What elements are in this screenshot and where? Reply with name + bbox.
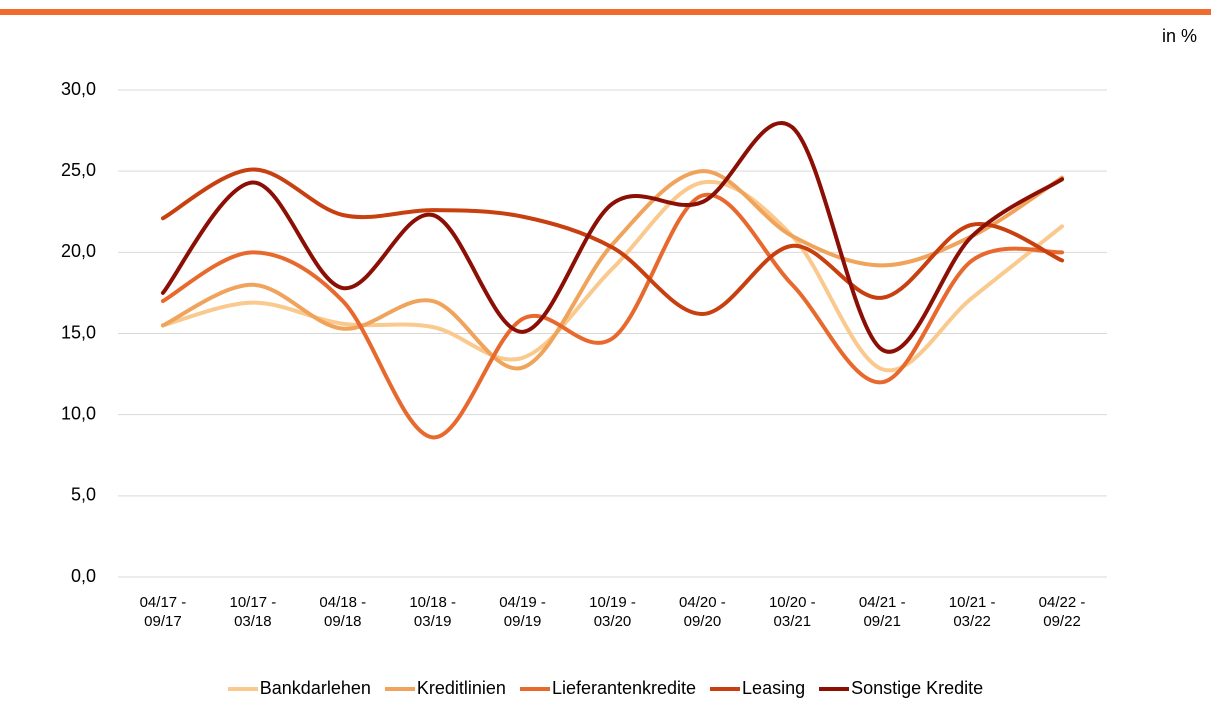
x-tick-label: 10/18 - 03/19 [409,594,457,630]
series-line [160,121,1065,354]
legend: Bankdarlehen Kreditlinien Lieferantenkredi… [0,678,1211,699]
x-tick-label: 04/18 - 09/18 [319,594,367,630]
y-tick-label: 25,0 [61,160,96,180]
x-tick-label: 04/21 - 09/21 [858,594,906,630]
legend-item: Lieferantenkredite [519,678,697,699]
x-tick-label: 10/19 - 03/20 [589,594,636,630]
x-tick-label: 04/19 - 09/19 [499,594,546,630]
y-tick-label: 30,0 [61,79,96,99]
y-tick-label: 10,0 [61,403,96,423]
top-bar [0,9,1211,15]
legend-swatch [384,686,415,691]
legend-label: Bankdarlehen [259,678,371,698]
x-tick-label: 04/20 - 09/20 [679,594,726,630]
legend-item: Sonstige Kredite [819,678,983,699]
y-tick-label: 15,0 [61,322,96,342]
x-tick-label: 04/22 - 09/22 [1038,594,1086,630]
y-tick-label: 0,0 [71,566,96,586]
unit-label: in % [1161,26,1197,46]
y-tick-label: 5,0 [71,485,96,505]
legend-item: Kreditlinien [384,678,506,699]
legend-label: Kreditlinien [416,678,506,698]
series-line [160,179,1065,373]
x-tick-label: 10/20 - 03/21 [768,594,816,630]
legend-item: Leasing [710,678,805,699]
legend-label: Leasing [742,678,806,698]
series-line [160,167,1065,317]
legend-swatch [519,686,550,691]
series-line [160,169,1065,371]
x-tick-label: 10/17 - 03/18 [229,594,277,630]
series-line [160,192,1065,440]
y-tick-label: 20,0 [61,241,96,261]
x-tick-label: 04/17 - 09/17 [139,594,187,630]
legend-label: Lieferantenkredite [551,678,697,698]
legend-label: Sonstige Kredite [851,678,984,698]
legend-swatch [227,686,258,691]
x-tick-label: 10/21 - 03/22 [948,594,996,630]
legend-swatch [819,686,850,691]
legend-swatch [710,686,741,691]
legend-item: Bankdarlehen [227,678,371,699]
